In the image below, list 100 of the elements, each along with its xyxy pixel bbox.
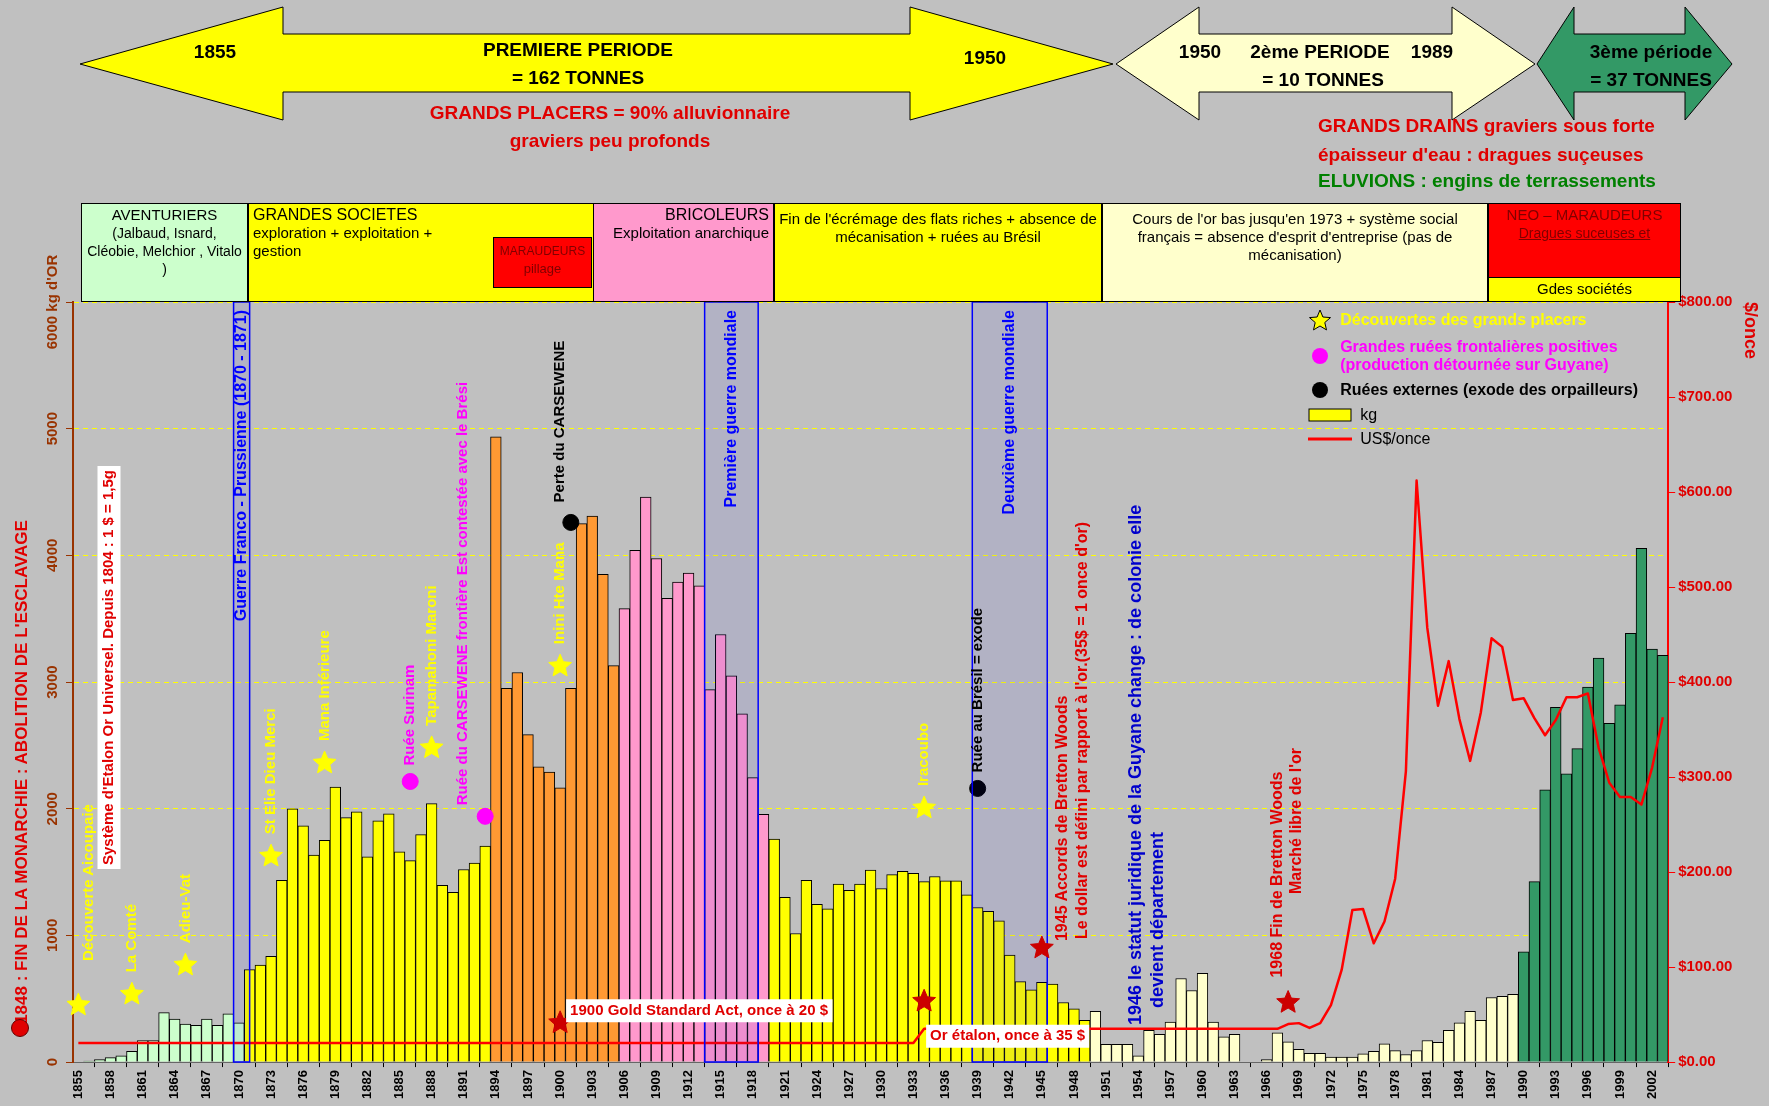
x-tick-label: 1966 xyxy=(1258,1070,1274,1099)
label-box: BRICOLEURS Exploitation anarchique xyxy=(593,203,774,302)
point xyxy=(548,653,573,677)
x-tick-label: 1912 xyxy=(680,1070,696,1099)
x-tick-label: 1876 xyxy=(294,1070,310,1099)
x-tick-label: 1900 xyxy=(551,1070,567,1099)
x-tick-label: 1918 xyxy=(744,1070,760,1099)
label-box: Cours de l'or bas jusqu'en 1973 + système social français = absence d'esprit d'entreprise (pas de mécanisation) xyxy=(1102,203,1488,302)
text: 1855 xyxy=(193,41,237,63)
x-tick-label: 1864 xyxy=(166,1069,182,1099)
label-box: Fin de l'écrémage des flats riches + absence de mécanisation + ruées au Brésil xyxy=(774,203,1102,302)
band-label: Deuxième guerre mondiale xyxy=(1000,309,1018,515)
x-tick-label: 1996 xyxy=(1579,1070,1595,1099)
x-tick-label: 1924 xyxy=(808,1069,824,1099)
x-tick-label: 1957 xyxy=(1161,1070,1177,1099)
text: graviers peu profonds xyxy=(509,130,711,152)
annotation: Système d'Etalon Or Universel. Depuis 1804 : 1 $ = 1,5g xyxy=(99,470,117,865)
x-tick-label: 1888 xyxy=(423,1070,439,1099)
annotation: 1946 le statut juridique de la Guyane change : de colonie elle xyxy=(1124,504,1145,1025)
text: = 162 TONNES xyxy=(511,67,645,89)
text: GRANDS PLACERS = 90% alluvionnaire xyxy=(429,102,791,124)
text: GRANDS DRAINS graviers sous forte xyxy=(1318,115,1655,137)
y-tick-label: 4000 xyxy=(43,538,61,573)
x-tick-label: 1921 xyxy=(776,1070,792,1099)
point xyxy=(66,992,91,1016)
legend-label: kg xyxy=(1360,406,1378,424)
point xyxy=(912,988,937,1012)
text: ELUVIONS : engins de terrassements xyxy=(1318,170,1656,192)
y-tick-label: 6000 kg d'OR xyxy=(43,254,61,350)
annotation: Découverte Aicoupaie xyxy=(79,804,97,962)
label-box: NEO – MARAUDEURS Dragues suceuses et xyxy=(1488,203,1681,278)
x-tick-label: 1879 xyxy=(326,1070,342,1099)
x-tick-label: 1903 xyxy=(583,1070,599,1099)
annotation: 1945 Accords de Bretton Woods xyxy=(1053,695,1071,942)
annotation: Marché libre de l'or xyxy=(1287,747,1305,894)
y2-axis-title: $/once xyxy=(1741,302,1762,360)
x-tick-label: 1963 xyxy=(1226,1070,1242,1099)
x-tick-label: 1873 xyxy=(262,1070,278,1099)
annotation: 1968 Fin de Bretton Woods xyxy=(1267,771,1285,978)
y2-tick-label: $300.00 xyxy=(1678,767,1733,785)
x-tick-label: 1909 xyxy=(648,1070,664,1099)
x-tick-label: 1981 xyxy=(1418,1070,1434,1099)
y2-tick-label: $200.00 xyxy=(1678,862,1733,880)
label-box: MARAUDEURS pillage xyxy=(493,237,592,288)
y-tick-label: 2000 xyxy=(43,792,61,826)
annotation: St Elie Dieu Merci xyxy=(261,708,279,835)
x-tick-label: 1951 xyxy=(1097,1070,1113,1099)
text: 3ème période xyxy=(1589,41,1713,63)
x-tick-label: 2002 xyxy=(1643,1070,1659,1099)
point xyxy=(969,779,987,797)
y2-tick-label: $0.00 xyxy=(1678,1052,1716,1070)
y-tick-label: 0 xyxy=(43,1057,61,1067)
y2-tick-label: $400.00 xyxy=(1678,672,1733,690)
text: 1848 : FIN DE LA MONARCHIE : ABOLITION DE L'ESCLAVAGE xyxy=(12,520,32,1024)
annotation: Ruée au Brésil = exode xyxy=(967,607,985,773)
legend-label: Grandes ruées frontalières positives (production détournée sur Guyane) xyxy=(1340,338,1619,374)
text: = 37 TONNES xyxy=(1590,69,1712,91)
legend-label: Découvertes des grands placers xyxy=(1340,311,1587,329)
y2-tick-label: $600.00 xyxy=(1678,482,1733,500)
x-tick-label: 1999 xyxy=(1611,1070,1627,1099)
text: = 10 TONNES xyxy=(1262,69,1384,91)
x-tick-label: 1972 xyxy=(1322,1070,1338,1099)
point xyxy=(401,772,419,790)
text: épaisseur d'eau : dragues suçeuses xyxy=(1318,144,1644,166)
y2-tick-label: $100.00 xyxy=(1678,957,1733,975)
annotation: Le dollar est défini par rapport à l'or.(35$ = 1 once d'or) xyxy=(1073,521,1091,939)
x-tick-label: 1975 xyxy=(1354,1070,1370,1099)
x-tick-label: 1882 xyxy=(358,1070,374,1099)
x-tick-label: 1954 xyxy=(1129,1069,1145,1099)
legend-label: US$/once xyxy=(1360,430,1431,448)
x-tick-label: 1948 xyxy=(1065,1070,1081,1099)
y2-tick-label: $500.00 xyxy=(1678,577,1733,595)
point xyxy=(1029,935,1054,959)
annotation: Mana Inférieure xyxy=(314,630,332,742)
x-tick-label: 1930 xyxy=(872,1070,888,1099)
x-tick-label: 1870 xyxy=(230,1070,246,1099)
x-tick-label: 1978 xyxy=(1386,1070,1402,1099)
x-tick-label: 1861 xyxy=(134,1070,150,1099)
band-label: Première guerre mondiale xyxy=(721,309,739,508)
x-tick-label: 1987 xyxy=(1483,1070,1499,1099)
text: 1950 xyxy=(1178,41,1222,63)
x-tick-label: 1939 xyxy=(969,1070,985,1099)
annotation: Inini Hte Mana xyxy=(550,541,568,645)
annotation: La Comté xyxy=(122,903,140,973)
point xyxy=(119,981,144,1005)
label-box: AVENTURIERS (Jalbaud, Isnard, Cléobie, Melchior , Vitalo ) xyxy=(81,203,248,302)
y-tick-label: 5000 xyxy=(43,411,61,446)
x-tick-label: 1936 xyxy=(937,1070,953,1099)
point xyxy=(1276,990,1301,1013)
text: 1950 xyxy=(963,47,1007,69)
x-tick-label: 1885 xyxy=(391,1070,407,1099)
point xyxy=(312,750,337,774)
annotation: Adieu-Vat xyxy=(175,873,193,944)
x-tick-label: 1942 xyxy=(1001,1070,1017,1099)
x-tick-label: 1858 xyxy=(102,1070,118,1099)
x-tick-label: 1960 xyxy=(1194,1070,1210,1099)
x-tick-label: 1906 xyxy=(615,1070,631,1099)
y-tick-label: 3000 xyxy=(43,665,61,699)
annotation: Tapamahoni Maroni xyxy=(421,585,439,726)
band-label: Guerre Franco - Prussienne (1870 - 1871) xyxy=(232,310,250,622)
